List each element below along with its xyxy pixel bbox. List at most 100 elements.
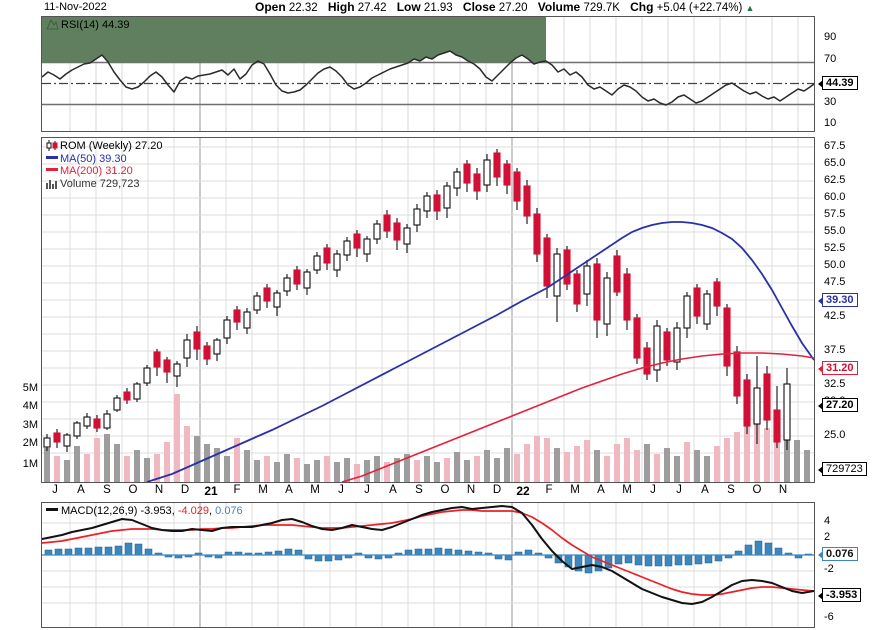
- price-ytick-6: 52.5: [824, 242, 846, 254]
- xlab-7: F: [233, 484, 241, 496]
- price-legend-symbol-row: ROM (Weekly) 27.20: [46, 140, 163, 153]
- rsi-ytick-30: 30: [824, 96, 837, 108]
- xlab-20: M: [570, 484, 580, 496]
- ma200-flag: 31.20: [818, 361, 858, 375]
- xlab-12: J: [364, 484, 370, 496]
- volume-ytick-5m: 5M: [22, 382, 38, 394]
- volume-flag: 729723: [818, 462, 867, 476]
- chg-label: Chg: [630, 0, 654, 14]
- open-label: Open: [255, 0, 286, 14]
- close-value: 27.20: [498, 2, 528, 14]
- close-label: Close: [462, 0, 496, 14]
- macd-year-gridlines: [199, 503, 513, 627]
- ma50-flag: 39.30: [818, 293, 858, 307]
- quote-fields: Open 22.32 High 27.42 Low 21.93 Close 27…: [255, 0, 754, 14]
- macd-legend: MACD(12,26,9) -3.953, -4.029, 0.076: [46, 505, 243, 518]
- ma200-legend-label: MA(200) 31.20: [60, 165, 133, 177]
- x-axis: J A S O N D 21 F M A M J J A S O N D 22 …: [41, 484, 815, 502]
- price-flag: 27.20: [818, 398, 858, 412]
- quote-header: 11-Nov-2022 Open 22.32 High 27.42 Low 21…: [0, 0, 882, 16]
- macd-ytick-2: 2: [824, 531, 831, 543]
- macd-ytick-4: 4: [824, 515, 831, 527]
- rsi-mountain-icon: [46, 19, 59, 30]
- xlab-6: 21: [204, 484, 218, 498]
- xlab-17: D: [492, 484, 502, 496]
- xlab-11: J: [338, 484, 344, 496]
- volume-ytick-3m: 3M: [22, 419, 38, 431]
- macd-legend-name: MACD(12,26,9): [61, 505, 138, 517]
- macd-plot: [42, 503, 814, 627]
- macd-line: [42, 505, 814, 605]
- xlab-8: M: [258, 484, 268, 496]
- xlab-10: M: [310, 484, 320, 496]
- rsi-legend-text: RSI(14) 44.39: [61, 19, 130, 31]
- price-legend-volume-row: Volume 729,723: [46, 178, 163, 191]
- rsi-overbought-fill: [42, 17, 546, 63]
- volume-bars: [44, 394, 810, 482]
- macd-panel: MACD(12,26,9) -3.953, -4.029, 0.076: [41, 502, 815, 628]
- xlab-19: F: [545, 484, 553, 496]
- price-gridlines-v: [69, 138, 799, 482]
- macd-ytick-neg6: -6: [824, 611, 834, 623]
- xlab-1: A: [77, 484, 85, 496]
- price-ytick-8: 47.5: [824, 276, 846, 288]
- xlab-28: N: [778, 484, 788, 496]
- volume-value: 729.7K: [583, 2, 620, 14]
- rsi-plot: [42, 17, 814, 131]
- low-value: 21.93: [423, 2, 453, 14]
- volume-label: Volume: [537, 0, 581, 14]
- macd-legend-value: -3.953: [140, 505, 172, 517]
- quote-date: 11-Nov-2022: [44, 1, 107, 13]
- price-legend-ma200-row: MA(200) 31.20: [46, 165, 163, 178]
- price-legend: ROM (Weekly) 27.20 MA(50) 39.30 MA(200) …: [46, 140, 163, 190]
- price-plot: [42, 138, 814, 482]
- price-legend-symbol: ROM (Weekly) 27.20: [60, 140, 163, 152]
- price-year-gridlines: [199, 138, 513, 482]
- candlestick-icon: [46, 140, 58, 151]
- xlab-5: D: [180, 484, 190, 496]
- price-ytick-0: 67.5: [824, 140, 846, 152]
- price-ytick-1: 65.0: [824, 157, 846, 169]
- low-label: Low: [396, 0, 421, 14]
- rsi-value-flag: 44.39: [818, 76, 858, 90]
- xlab-27: O: [752, 484, 762, 496]
- ma50-swatch-icon: [46, 155, 58, 159]
- xlab-21: A: [597, 484, 605, 496]
- xlab-2: S: [103, 484, 111, 496]
- open-value: 22.32: [288, 2, 318, 14]
- rsi-ytick-10: 10: [824, 117, 837, 129]
- xlab-15: O: [440, 484, 450, 496]
- xlab-23: J: [650, 484, 656, 496]
- macd-gridlines-v: [69, 503, 799, 627]
- ma50-legend-label: MA(50) 39.30: [60, 152, 127, 165]
- macd-swatch-icon: [46, 508, 58, 511]
- price-ytick-3: 60.0: [824, 191, 846, 203]
- change-up-arrow-icon: ▲: [745, 3, 755, 13]
- xlab-18: 22: [516, 484, 530, 498]
- candlesticks: [43, 149, 791, 452]
- rsi-legend: RSI(14) 44.39: [46, 19, 129, 32]
- macd-histogram-value: 0.076: [215, 505, 243, 517]
- high-label: High: [327, 0, 355, 14]
- volume-ytick-4m: 4M: [22, 400, 38, 412]
- price-panel: ROM (Weekly) 27.20 MA(50) 39.30 MA(200) …: [41, 137, 815, 483]
- macd-histogram: [44, 540, 813, 574]
- price-ytick-4: 57.5: [824, 208, 846, 220]
- chg-value: +5.04 (+22.74%): [656, 2, 743, 14]
- price-ytick-7: 50.0: [824, 259, 846, 271]
- price-ytick-17: 25.0: [824, 429, 846, 441]
- xlab-26: S: [727, 484, 735, 496]
- xlab-24: J: [676, 484, 682, 496]
- price-legend-ma50-row: MA(50) 39.30: [46, 153, 163, 166]
- xlab-25: A: [701, 484, 709, 496]
- xlab-16: N: [466, 484, 476, 496]
- xlab-3: O: [128, 484, 138, 496]
- ma50-line: [146, 221, 814, 482]
- xlab-13: A: [389, 484, 397, 496]
- ma200-swatch-icon: [46, 168, 58, 171]
- ma200-line: [341, 352, 814, 482]
- price-ytick-14: 32.5: [824, 378, 846, 390]
- volume-bars-icon: [46, 179, 58, 189]
- price-ytick-2: 62.5: [824, 174, 846, 186]
